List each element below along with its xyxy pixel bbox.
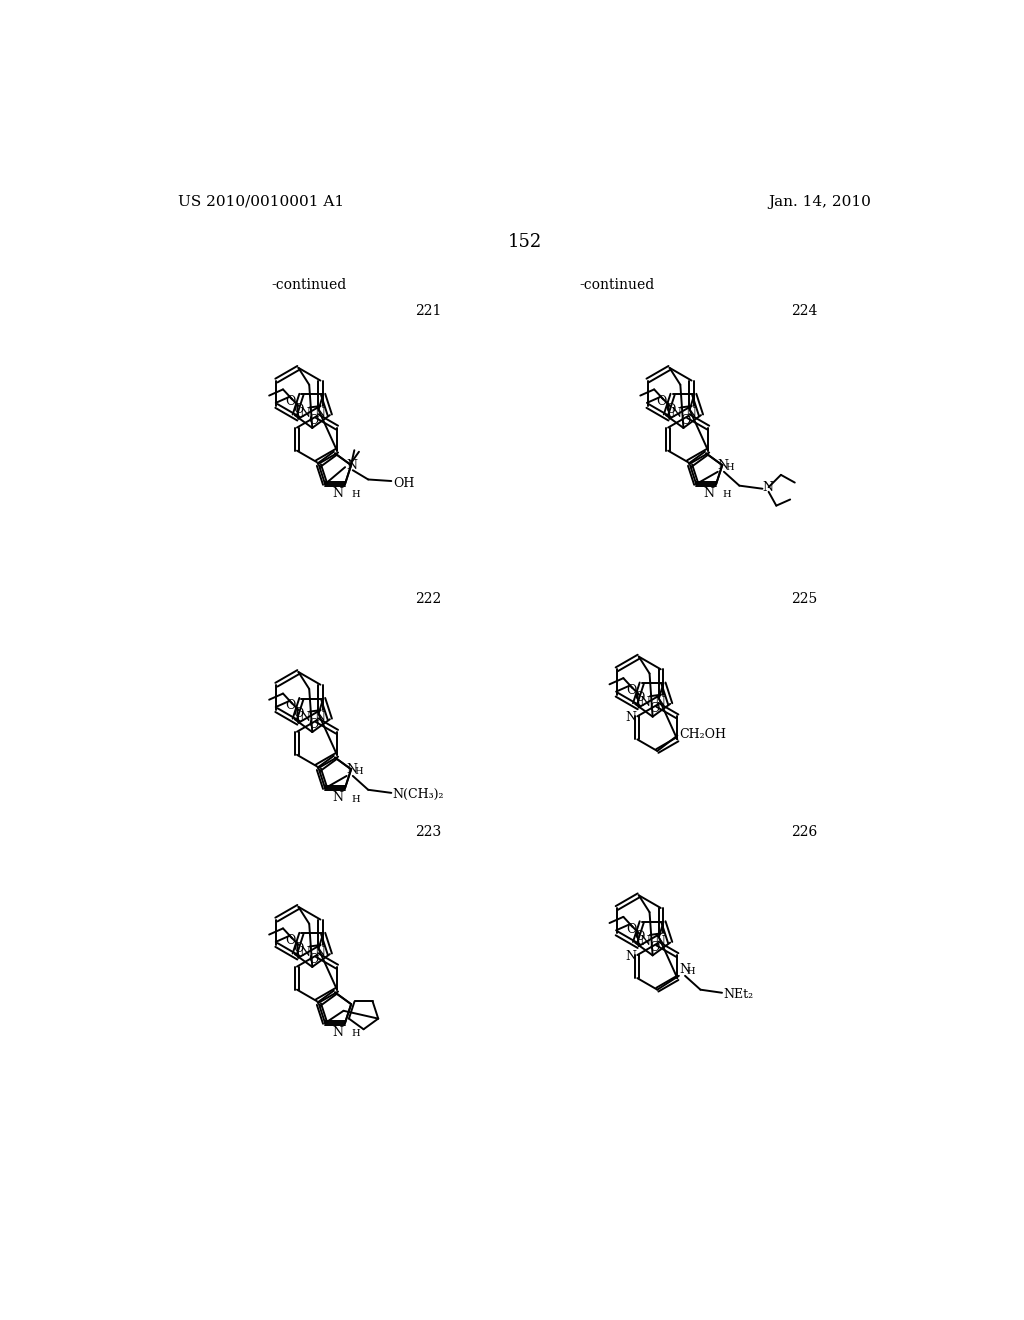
Text: O: O — [294, 941, 304, 954]
Text: N: N — [679, 964, 690, 977]
Text: N: N — [299, 946, 310, 960]
Text: CH₂OH: CH₂OH — [679, 727, 726, 741]
Text: N: N — [347, 459, 357, 473]
Text: N: N — [718, 459, 729, 473]
Text: N: N — [763, 480, 773, 494]
Text: N: N — [703, 487, 715, 500]
Text: N: N — [626, 950, 637, 964]
Text: N: N — [685, 407, 696, 420]
Text: 221: 221 — [416, 304, 441, 318]
Text: O: O — [286, 700, 296, 713]
Text: N: N — [333, 487, 343, 500]
Text: N: N — [299, 711, 310, 725]
Text: N: N — [333, 791, 343, 804]
Text: O: O — [665, 403, 675, 416]
Text: N: N — [671, 407, 681, 420]
Text: O: O — [649, 941, 659, 954]
Text: O: O — [294, 403, 304, 416]
Text: N: N — [640, 935, 650, 948]
Text: H: H — [354, 767, 362, 776]
Text: US 2010/0010001 A1: US 2010/0010001 A1 — [178, 194, 344, 209]
Text: 226: 226 — [792, 825, 817, 840]
Text: O: O — [286, 935, 296, 948]
Text: N: N — [626, 711, 637, 725]
Text: O: O — [294, 706, 304, 719]
Text: O: O — [680, 413, 690, 426]
Text: H: H — [722, 490, 731, 499]
Text: -continued: -continued — [580, 277, 654, 292]
Text: O: O — [634, 692, 644, 705]
Text: 225: 225 — [792, 591, 817, 606]
Text: N: N — [347, 763, 357, 776]
Text: H: H — [686, 966, 695, 975]
Text: N: N — [640, 696, 650, 709]
Text: -continued: -continued — [271, 277, 347, 292]
Text: N: N — [314, 946, 326, 960]
Text: O: O — [649, 702, 659, 715]
Text: N: N — [333, 1026, 343, 1039]
Text: N: N — [314, 407, 326, 420]
Text: O: O — [308, 413, 319, 426]
Text: NEt₂: NEt₂ — [724, 987, 754, 1001]
Text: N: N — [314, 711, 326, 725]
Text: H: H — [351, 490, 359, 499]
Text: 224: 224 — [792, 304, 817, 318]
Text: N: N — [654, 696, 666, 709]
Text: O: O — [308, 718, 319, 731]
Text: OH: OH — [393, 477, 415, 490]
Text: O: O — [656, 395, 667, 408]
Text: 222: 222 — [416, 591, 441, 606]
Text: O: O — [626, 684, 636, 697]
Text: 223: 223 — [416, 825, 441, 840]
Text: O: O — [626, 923, 636, 936]
Text: O: O — [286, 395, 296, 408]
Text: 152: 152 — [508, 232, 542, 251]
Text: N(CH₃)₂: N(CH₃)₂ — [393, 788, 444, 801]
Text: O: O — [308, 953, 319, 966]
Text: H: H — [351, 1030, 359, 1039]
Text: O: O — [634, 931, 644, 942]
Text: H: H — [351, 795, 359, 804]
Text: N: N — [654, 935, 666, 948]
Text: H: H — [725, 462, 734, 471]
Text: Jan. 14, 2010: Jan. 14, 2010 — [768, 194, 871, 209]
Text: N: N — [299, 407, 310, 420]
